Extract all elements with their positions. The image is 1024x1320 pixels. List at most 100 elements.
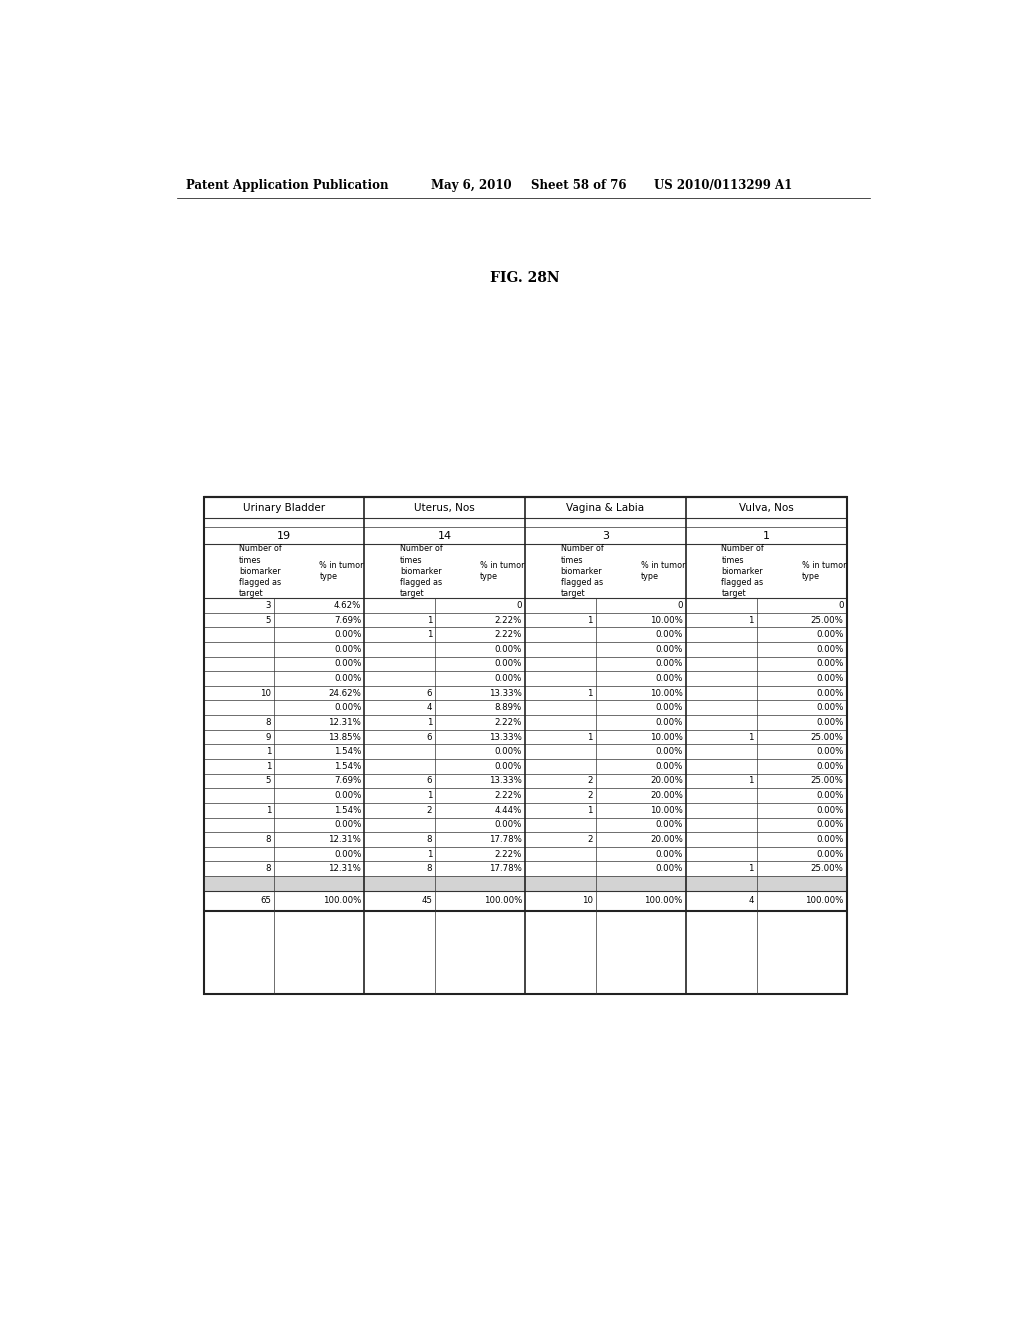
Text: 0.00%: 0.00% bbox=[495, 660, 522, 668]
Text: 45: 45 bbox=[421, 896, 432, 906]
Text: 0.00%: 0.00% bbox=[655, 762, 683, 771]
Text: % in tumor
type: % in tumor type bbox=[802, 561, 846, 581]
Text: 4: 4 bbox=[749, 896, 754, 906]
Text: 20.00%: 20.00% bbox=[650, 836, 683, 843]
Text: 0.00%: 0.00% bbox=[334, 850, 361, 858]
Text: 8: 8 bbox=[266, 836, 271, 843]
Text: 1: 1 bbox=[749, 615, 754, 624]
Text: 0.00%: 0.00% bbox=[816, 820, 844, 829]
Text: 0: 0 bbox=[516, 601, 522, 610]
Text: 1: 1 bbox=[266, 805, 271, 814]
Text: 0.00%: 0.00% bbox=[495, 820, 522, 829]
Text: 0.00%: 0.00% bbox=[655, 865, 683, 874]
Text: 0.00%: 0.00% bbox=[655, 630, 683, 639]
Text: 0.00%: 0.00% bbox=[816, 689, 844, 698]
Text: 3: 3 bbox=[602, 531, 609, 541]
Text: 0.00%: 0.00% bbox=[655, 644, 683, 653]
Text: 8: 8 bbox=[266, 718, 271, 727]
Text: % in tumor
type: % in tumor type bbox=[641, 561, 685, 581]
Text: 0.00%: 0.00% bbox=[816, 762, 844, 771]
Text: 5: 5 bbox=[266, 615, 271, 624]
Text: 25.00%: 25.00% bbox=[811, 865, 844, 874]
Text: 0.00%: 0.00% bbox=[495, 762, 522, 771]
Text: 1.54%: 1.54% bbox=[334, 805, 361, 814]
Text: 0.00%: 0.00% bbox=[816, 660, 844, 668]
Text: Sheet 58 of 76: Sheet 58 of 76 bbox=[531, 178, 627, 191]
Text: 8: 8 bbox=[427, 865, 432, 874]
Text: 10.00%: 10.00% bbox=[650, 615, 683, 624]
Text: 1: 1 bbox=[588, 615, 593, 624]
Text: 25.00%: 25.00% bbox=[811, 733, 844, 742]
Text: 1: 1 bbox=[427, 718, 432, 727]
Text: 1.54%: 1.54% bbox=[334, 747, 361, 756]
Text: 17.78%: 17.78% bbox=[489, 836, 522, 843]
Text: 13.85%: 13.85% bbox=[329, 733, 361, 742]
Text: 25.00%: 25.00% bbox=[811, 615, 844, 624]
Text: 0.00%: 0.00% bbox=[334, 820, 361, 829]
Text: 0.00%: 0.00% bbox=[816, 805, 844, 814]
Text: Number of
times
biomarker
flagged as
target: Number of times biomarker flagged as tar… bbox=[560, 544, 603, 598]
Text: 0.00%: 0.00% bbox=[655, 675, 683, 682]
Text: 7.69%: 7.69% bbox=[334, 615, 361, 624]
Text: Urinary Bladder: Urinary Bladder bbox=[243, 503, 326, 512]
Text: 1: 1 bbox=[588, 733, 593, 742]
Text: 25.00%: 25.00% bbox=[811, 776, 844, 785]
Text: 1: 1 bbox=[427, 630, 432, 639]
Text: 1.54%: 1.54% bbox=[334, 762, 361, 771]
Text: 12.31%: 12.31% bbox=[329, 718, 361, 727]
Text: 0.00%: 0.00% bbox=[816, 704, 844, 713]
Text: 0.00%: 0.00% bbox=[495, 747, 522, 756]
Text: 13.33%: 13.33% bbox=[489, 776, 522, 785]
Text: Vagina & Labia: Vagina & Labia bbox=[566, 503, 645, 512]
Text: 2.22%: 2.22% bbox=[495, 791, 522, 800]
Text: 0.00%: 0.00% bbox=[655, 820, 683, 829]
Text: 3: 3 bbox=[266, 601, 271, 610]
Text: 8: 8 bbox=[266, 865, 271, 874]
Text: 1: 1 bbox=[427, 615, 432, 624]
Text: Patent Application Publication: Patent Application Publication bbox=[186, 178, 388, 191]
Text: 6: 6 bbox=[427, 689, 432, 698]
Text: 0.00%: 0.00% bbox=[816, 747, 844, 756]
Text: 8: 8 bbox=[427, 836, 432, 843]
Text: 0.00%: 0.00% bbox=[334, 630, 361, 639]
Text: 10.00%: 10.00% bbox=[650, 805, 683, 814]
Text: 1: 1 bbox=[266, 762, 271, 771]
Text: 10: 10 bbox=[260, 689, 271, 698]
Text: 5: 5 bbox=[266, 776, 271, 785]
Text: 9: 9 bbox=[266, 733, 271, 742]
Text: 1: 1 bbox=[266, 747, 271, 756]
Text: 2.22%: 2.22% bbox=[495, 718, 522, 727]
Text: % in tumor
type: % in tumor type bbox=[319, 561, 364, 581]
Text: 4.62%: 4.62% bbox=[334, 601, 361, 610]
Text: 100.00%: 100.00% bbox=[644, 896, 683, 906]
Text: 0: 0 bbox=[838, 601, 844, 610]
Text: 0.00%: 0.00% bbox=[816, 718, 844, 727]
Text: 10.00%: 10.00% bbox=[650, 689, 683, 698]
Text: 8.89%: 8.89% bbox=[495, 704, 522, 713]
Text: 2.22%: 2.22% bbox=[495, 850, 522, 858]
Text: 17.78%: 17.78% bbox=[489, 865, 522, 874]
Text: Number of
times
biomarker
flagged as
target: Number of times biomarker flagged as tar… bbox=[721, 544, 764, 598]
Text: 6: 6 bbox=[427, 776, 432, 785]
Text: 4: 4 bbox=[427, 704, 432, 713]
Text: 0.00%: 0.00% bbox=[655, 660, 683, 668]
Text: 0.00%: 0.00% bbox=[334, 644, 361, 653]
Text: 0.00%: 0.00% bbox=[655, 747, 683, 756]
Text: 2.22%: 2.22% bbox=[495, 630, 522, 639]
Text: 1: 1 bbox=[763, 531, 770, 541]
Text: 0.00%: 0.00% bbox=[816, 850, 844, 858]
Text: 0.00%: 0.00% bbox=[816, 791, 844, 800]
Text: 2: 2 bbox=[588, 791, 593, 800]
Text: 13.33%: 13.33% bbox=[489, 733, 522, 742]
Bar bbox=[204, 876, 847, 891]
Text: 2: 2 bbox=[588, 776, 593, 785]
Text: 0.00%: 0.00% bbox=[816, 644, 844, 653]
Text: Vulva, Nos: Vulva, Nos bbox=[739, 503, 794, 512]
Text: 0.00%: 0.00% bbox=[655, 704, 683, 713]
Text: 7.69%: 7.69% bbox=[334, 776, 361, 785]
Text: 13.33%: 13.33% bbox=[489, 689, 522, 698]
Text: 0.00%: 0.00% bbox=[816, 675, 844, 682]
Text: 20.00%: 20.00% bbox=[650, 776, 683, 785]
Text: 1: 1 bbox=[588, 805, 593, 814]
Text: 24.62%: 24.62% bbox=[329, 689, 361, 698]
